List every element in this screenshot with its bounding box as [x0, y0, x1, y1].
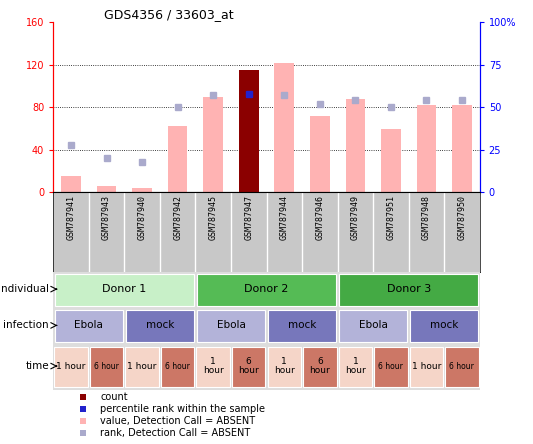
Text: individual: individual — [0, 284, 49, 294]
Bar — [417, 105, 436, 192]
FancyBboxPatch shape — [410, 347, 443, 387]
FancyBboxPatch shape — [125, 347, 159, 387]
FancyBboxPatch shape — [339, 274, 478, 306]
FancyBboxPatch shape — [54, 347, 88, 387]
Text: 6 hour: 6 hour — [449, 361, 474, 371]
Text: GSM787940: GSM787940 — [138, 195, 147, 240]
FancyBboxPatch shape — [126, 310, 194, 342]
Text: Donor 3: Donor 3 — [386, 284, 431, 294]
Text: 6 hour: 6 hour — [165, 361, 190, 371]
Text: GSM787951: GSM787951 — [386, 195, 395, 240]
Bar — [204, 97, 223, 192]
Text: 6
hour: 6 hour — [238, 357, 259, 376]
Text: GSM787948: GSM787948 — [422, 195, 431, 240]
Bar — [168, 127, 188, 192]
Bar — [132, 188, 152, 192]
Bar — [345, 99, 365, 192]
FancyBboxPatch shape — [268, 347, 301, 387]
FancyBboxPatch shape — [338, 347, 372, 387]
Text: mock: mock — [288, 321, 316, 330]
FancyBboxPatch shape — [232, 347, 265, 387]
Text: Donor 2: Donor 2 — [244, 284, 289, 294]
Bar — [61, 176, 81, 192]
FancyBboxPatch shape — [268, 310, 336, 342]
Text: value, Detection Call = ABSENT: value, Detection Call = ABSENT — [100, 416, 255, 426]
Bar — [381, 128, 401, 192]
Text: GSM787950: GSM787950 — [457, 195, 466, 240]
Text: time: time — [26, 361, 49, 371]
Text: mock: mock — [430, 321, 458, 330]
FancyBboxPatch shape — [161, 347, 195, 387]
FancyBboxPatch shape — [445, 347, 479, 387]
FancyBboxPatch shape — [197, 310, 265, 342]
Text: infection: infection — [3, 321, 49, 330]
Text: rank, Detection Call = ABSENT: rank, Detection Call = ABSENT — [100, 428, 251, 438]
Bar — [274, 63, 294, 192]
Text: GSM787949: GSM787949 — [351, 195, 360, 240]
FancyBboxPatch shape — [410, 310, 478, 342]
Text: 6
hour: 6 hour — [310, 357, 330, 376]
Text: 1 hour: 1 hour — [411, 361, 441, 371]
FancyBboxPatch shape — [90, 347, 123, 387]
Text: 1 hour: 1 hour — [56, 361, 86, 371]
Text: 1 hour: 1 hour — [127, 361, 157, 371]
Text: Donor 1: Donor 1 — [102, 284, 147, 294]
FancyBboxPatch shape — [197, 274, 336, 306]
Bar — [452, 105, 472, 192]
Text: GSM787946: GSM787946 — [316, 195, 324, 240]
Bar — [239, 70, 259, 192]
Text: GDS4356 / 33603_at: GDS4356 / 33603_at — [104, 8, 234, 21]
Bar — [310, 116, 329, 192]
Text: GSM787941: GSM787941 — [67, 195, 76, 240]
FancyBboxPatch shape — [303, 347, 336, 387]
Text: 1
hour: 1 hour — [345, 357, 366, 376]
Text: percentile rank within the sample: percentile rank within the sample — [100, 404, 265, 414]
Text: GSM787944: GSM787944 — [280, 195, 289, 240]
Text: GSM787943: GSM787943 — [102, 195, 111, 240]
Text: Ebola: Ebola — [216, 321, 245, 330]
FancyBboxPatch shape — [197, 347, 230, 387]
Text: 6 hour: 6 hour — [378, 361, 403, 371]
FancyBboxPatch shape — [339, 310, 407, 342]
Text: GSM787947: GSM787947 — [244, 195, 253, 240]
FancyBboxPatch shape — [55, 310, 123, 342]
Text: mock: mock — [146, 321, 174, 330]
FancyBboxPatch shape — [55, 274, 194, 306]
Text: 1
hour: 1 hour — [274, 357, 295, 376]
Text: GSM787945: GSM787945 — [209, 195, 217, 240]
Text: count: count — [100, 392, 128, 402]
Text: 6 hour: 6 hour — [94, 361, 119, 371]
Text: Ebola: Ebola — [359, 321, 387, 330]
Text: 1
hour: 1 hour — [203, 357, 223, 376]
Bar — [97, 186, 116, 192]
FancyBboxPatch shape — [374, 347, 408, 387]
Text: Ebola: Ebola — [75, 321, 103, 330]
Text: GSM787942: GSM787942 — [173, 195, 182, 240]
